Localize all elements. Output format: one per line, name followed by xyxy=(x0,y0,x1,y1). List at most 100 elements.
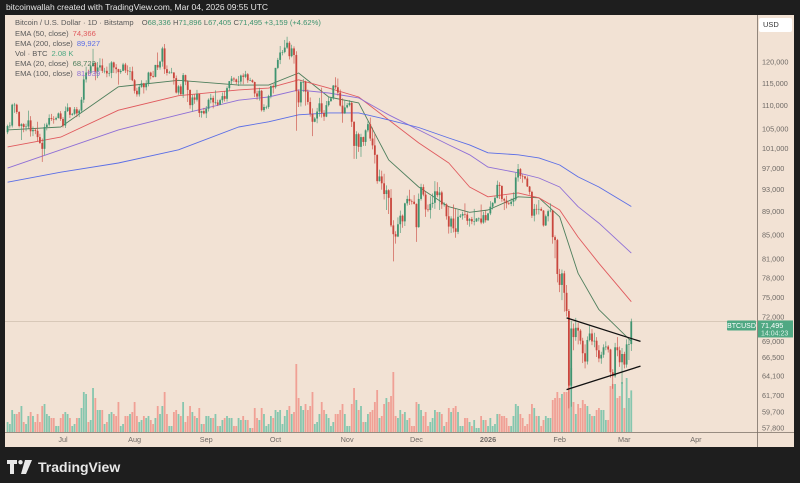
legend-ema50[interactable]: EMA (50, close) 74,366 xyxy=(15,29,96,38)
candle-body xyxy=(85,72,87,80)
candle xyxy=(415,203,418,242)
legend-ema100[interactable]: EMA (100, close) 81,939 xyxy=(15,69,100,78)
candle-body xyxy=(602,347,605,355)
candle xyxy=(198,93,201,118)
candle-body xyxy=(563,273,566,293)
volume-bar xyxy=(36,414,39,432)
candle xyxy=(166,65,168,76)
volume-bar xyxy=(540,426,543,432)
candle-body xyxy=(609,349,612,373)
candle xyxy=(591,329,593,346)
volume-bar xyxy=(339,410,342,432)
volume-bar xyxy=(544,416,547,432)
candle xyxy=(52,116,55,124)
triangle-upper-trendline[interactable] xyxy=(566,317,641,343)
volume-bar xyxy=(512,416,515,432)
candle-body xyxy=(535,208,538,210)
candle-body xyxy=(586,339,589,362)
candle xyxy=(436,182,439,198)
candle-body xyxy=(371,138,374,146)
legend-ohlc: O68,336 H71,896 L67,405 C71,495 +3,159 (… xyxy=(142,18,321,27)
candle-body xyxy=(313,118,316,122)
candle xyxy=(461,211,464,220)
candle-body xyxy=(263,106,265,111)
candle xyxy=(498,182,501,199)
candle xyxy=(473,208,476,226)
candle-body xyxy=(6,126,9,133)
volume-bar xyxy=(491,426,494,432)
candle-body xyxy=(383,183,385,195)
candle xyxy=(410,199,413,205)
price-chart[interactable]: 120,000 115,000 110,000 105,000 101,000 97,00… xyxy=(5,15,794,447)
volume-bar xyxy=(440,414,443,432)
candle xyxy=(89,64,92,74)
price-tick-label: 75,000 xyxy=(762,293,784,302)
volume-bar xyxy=(413,426,416,432)
candle-body xyxy=(521,175,524,177)
candle-body xyxy=(11,104,14,126)
indicator-value: 89,927 xyxy=(76,39,101,48)
candle-body xyxy=(94,62,97,72)
currency-button[interactable]: USD xyxy=(759,18,792,32)
candle xyxy=(327,96,330,107)
candle-body xyxy=(348,102,351,106)
volume-bar xyxy=(11,410,14,432)
time-tick-label: Feb xyxy=(553,435,566,444)
candle xyxy=(501,185,503,202)
legend-ema20[interactable]: EMA (20, close) 68,722 xyxy=(15,59,96,68)
price-tick-label: 66,500 xyxy=(762,353,784,362)
candle-body xyxy=(22,124,25,127)
volume-bar xyxy=(542,420,545,432)
candle xyxy=(336,78,339,96)
candle xyxy=(168,70,171,74)
volume-bar xyxy=(129,414,131,432)
candle-body xyxy=(119,70,122,73)
candle xyxy=(20,123,23,140)
candle-body xyxy=(196,93,198,100)
volume-bar xyxy=(561,394,563,432)
candle xyxy=(71,112,74,116)
volume-bar xyxy=(52,418,55,432)
candle xyxy=(207,98,210,112)
candle-body xyxy=(399,215,402,225)
candle-body xyxy=(62,118,64,126)
volume-bar xyxy=(69,418,71,432)
candle-body xyxy=(297,91,300,103)
triangle-lower-trendline[interactable] xyxy=(566,365,641,391)
candle-body xyxy=(52,118,55,120)
candle xyxy=(403,202,406,227)
chart-panel[interactable]: 120,000 115,000 110,000 105,000 101,000 97,00… xyxy=(5,15,794,447)
volume-bar xyxy=(186,416,189,432)
volume-bar xyxy=(230,418,233,432)
volume-bar xyxy=(436,412,439,432)
symbol-description[interactable]: Bitcoin / U.S. Dollar · 1D · Bitstamp xyxy=(15,18,134,27)
candle-body xyxy=(122,64,124,71)
candle xyxy=(124,62,127,73)
candles xyxy=(6,36,633,409)
indicator-label: EMA (20, close) xyxy=(15,59,69,68)
candle-body xyxy=(346,105,349,108)
volume-bar xyxy=(147,416,150,432)
candle xyxy=(565,284,568,317)
volume-bar xyxy=(336,414,339,432)
candle-body xyxy=(29,120,32,132)
volume-bar xyxy=(138,422,141,432)
volume-bar xyxy=(96,410,99,432)
volume-bar xyxy=(233,426,235,432)
candle-body xyxy=(311,113,314,122)
volume-bar xyxy=(214,414,217,432)
candle xyxy=(276,57,279,70)
volume-bar xyxy=(588,414,591,432)
candle-body xyxy=(189,89,191,106)
candle-body xyxy=(281,52,284,53)
candle xyxy=(387,189,390,214)
candle xyxy=(572,323,575,351)
candle-body xyxy=(357,134,360,147)
volume-bar xyxy=(41,406,44,432)
legend-ema200[interactable]: EMA (200, close) 89,927 xyxy=(15,39,100,48)
legend-volume[interactable]: Vol · BTC 2.08 K xyxy=(15,49,73,58)
volume-bar xyxy=(595,410,598,432)
last-price-label-bg xyxy=(758,320,793,338)
volume-bar xyxy=(154,418,157,432)
price-tick-label: 78,000 xyxy=(762,273,784,282)
